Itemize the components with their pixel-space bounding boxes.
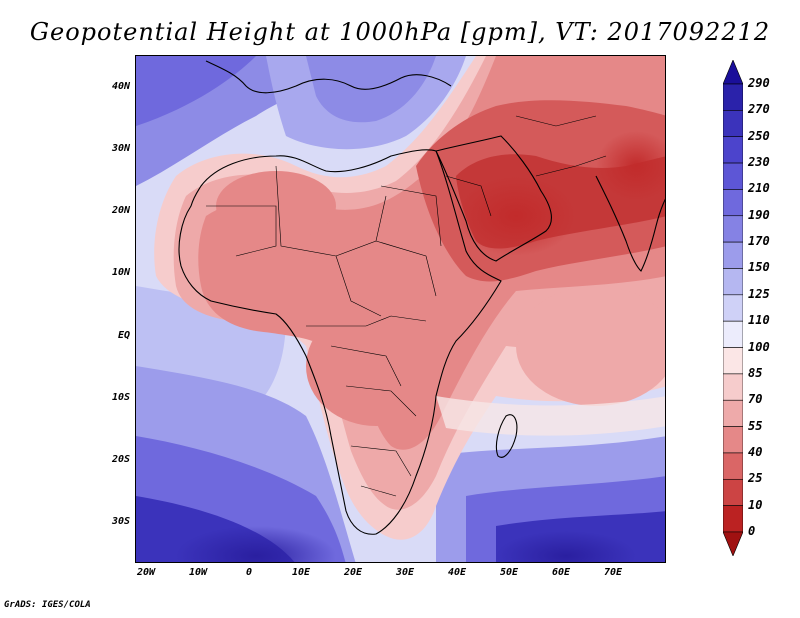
- colorbar-label: 150: [748, 260, 770, 275]
- colorbar-label: 230: [748, 155, 770, 170]
- height-field-map: [136, 56, 665, 562]
- field-red-east: [596, 131, 665, 201]
- colorbar-box: [723, 110, 743, 138]
- field-atlantic-north-inner: [136, 56, 256, 126]
- colorbar-box: [723, 373, 743, 401]
- lon-label: 60E: [551, 567, 571, 578]
- colorbar-label: 100: [748, 339, 770, 354]
- field-low-southeast: [496, 531, 636, 562]
- colorbar-label: 40: [748, 444, 763, 459]
- colorbar-label: 210: [748, 181, 770, 196]
- colorbar-box: [723, 426, 743, 454]
- colorbar-box: [723, 136, 743, 164]
- field-white-belt: [436, 396, 665, 436]
- colorbar-box: [723, 215, 743, 243]
- colorbar-box: [723, 268, 743, 296]
- country-borders: [206, 115, 607, 497]
- lon-label: 20E: [343, 567, 363, 578]
- lat-label: 40N: [111, 81, 130, 92]
- colorbar: [723, 60, 743, 556]
- colorbar-box: [723, 399, 743, 427]
- lon-label: 40E: [447, 567, 467, 578]
- lat-label: 10N: [111, 267, 130, 278]
- colorbar-box: [723, 320, 743, 348]
- colorbar-box: [723, 294, 743, 322]
- chart-title: Geopotential Height at 1000hPa [gpm], VT…: [29, 18, 771, 46]
- grads-credit: GrADS: IGES/COLA: [4, 600, 91, 610]
- lat-label: 20N: [111, 205, 130, 216]
- field-indian-blob: [516, 286, 665, 406]
- colorbar-label: 70: [748, 392, 763, 407]
- field-low-southwest: [176, 526, 336, 562]
- field-central-africa: [306, 306, 446, 426]
- colorbar-label: 85: [748, 365, 763, 380]
- colorbar-box: [723, 478, 743, 506]
- lat-label: EQ: [117, 330, 130, 341]
- colorbar-label: 170: [748, 234, 770, 249]
- colorbar-label: 0: [748, 524, 756, 538]
- lat-label: 30N: [111, 143, 130, 154]
- map-panel[interactable]: [135, 55, 666, 563]
- colorbar-box: [723, 162, 743, 190]
- lon-label: 0: [245, 567, 253, 578]
- lon-label: 20W: [136, 567, 156, 578]
- colorbar-box: [723, 241, 743, 269]
- lon-label: 70E: [603, 567, 623, 578]
- field-red-center: [456, 176, 576, 256]
- colorbar-box: [723, 189, 743, 217]
- colorbar-label: 270: [748, 102, 770, 117]
- colorbar-box: [723, 452, 743, 480]
- colorbar-box: [723, 505, 743, 533]
- lat-label: 20S: [111, 454, 130, 465]
- colorbar-box: [723, 347, 743, 375]
- colorbar-label: 190: [748, 207, 770, 222]
- colorbar-label: 55: [748, 418, 763, 433]
- colorbar-bottom-cap: [723, 531, 743, 556]
- colorbar-top-cap: [723, 60, 743, 85]
- colorbar-label: 110: [748, 313, 770, 328]
- colorbar-label: 10: [748, 497, 763, 512]
- colorbar-label: 250: [748, 128, 770, 143]
- colorbar-label: 125: [748, 286, 770, 301]
- lon-label: 50E: [499, 567, 519, 578]
- colorbar-box: [723, 83, 743, 111]
- coastlines: [178, 60, 665, 535]
- colorbar-label: 25: [748, 471, 763, 486]
- lon-label: 30E: [395, 567, 415, 578]
- colorbar-label: 290: [748, 76, 770, 90]
- lat-label: 10S: [111, 392, 130, 403]
- lon-label: 10E: [291, 567, 311, 578]
- lat-label: 30S: [111, 516, 130, 527]
- lon-label: 10W: [188, 567, 208, 578]
